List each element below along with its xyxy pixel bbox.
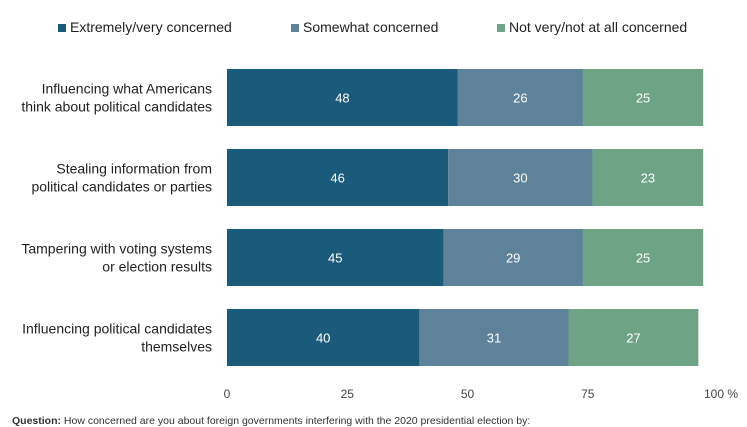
legend-label: Extremely/very concerned [70,19,232,35]
x-tick-label: 50 [461,387,475,401]
category-label: Stealing information from [56,161,212,177]
bar-segment [419,309,569,366]
bar-value-label: 27 [626,331,640,346]
x-tick-label: 25 [341,387,355,401]
question-text: How concerned are you about foreign gove… [63,415,531,427]
bar-segment [592,149,704,206]
chart-legend: Extremely/very concerned Somewhat concern… [58,19,687,35]
x-tick-label: 75 [581,387,595,401]
x-tick-label: 100 % [704,387,738,401]
legend-swatch [497,24,505,32]
x-axis: 0 25 50 75 100 % [224,387,739,401]
category-label: think about political candidates [21,99,212,115]
bar-segment [227,69,458,126]
category-label: Influencing political candidates [22,321,212,337]
legend-swatch [58,24,66,32]
bar-value-label: 23 [641,171,655,186]
legend-swatch [291,24,299,32]
bar-segment [227,229,444,286]
bar-segment [582,229,704,286]
x-tick-label: 0 [224,387,231,401]
category-label: or election results [102,259,212,275]
bar-value-label: 25 [636,91,650,106]
bar-segment [227,309,420,366]
bar-value-label: 26 [513,91,527,106]
bar-value-label: 40 [316,331,330,346]
category-labels: Influencing what Americans think about po… [21,81,212,355]
legend-label: Not very/not at all concerned [509,19,687,35]
bar-value-label: 31 [487,331,501,346]
bar-value-label: 25 [636,251,650,266]
bar-value-label: 46 [330,171,344,186]
question-label: Question: [12,415,61,427]
bar-value-label: 29 [506,251,520,266]
legend-label: Somewhat concerned [303,19,438,35]
category-label: themselves [141,339,212,355]
bar-value-label: 48 [335,91,349,106]
bar-value-label: 45 [328,251,342,266]
category-label: Tampering with voting systems [21,241,212,257]
category-label: Influencing what Americans [42,81,212,97]
category-label: political candidates or parties [31,179,212,195]
bar-segment [582,69,704,126]
bar-segment [227,149,449,206]
bar-segment [568,309,699,366]
bars: 48 26 25 46 30 23 45 29 25 40 31 27 [227,69,704,366]
bar-segment [457,69,583,126]
bar-segment [443,229,583,286]
question-note: Question: How concerned are you about fo… [12,415,530,427]
bar-value-label: 30 [513,171,527,186]
bar-segment [448,149,593,206]
